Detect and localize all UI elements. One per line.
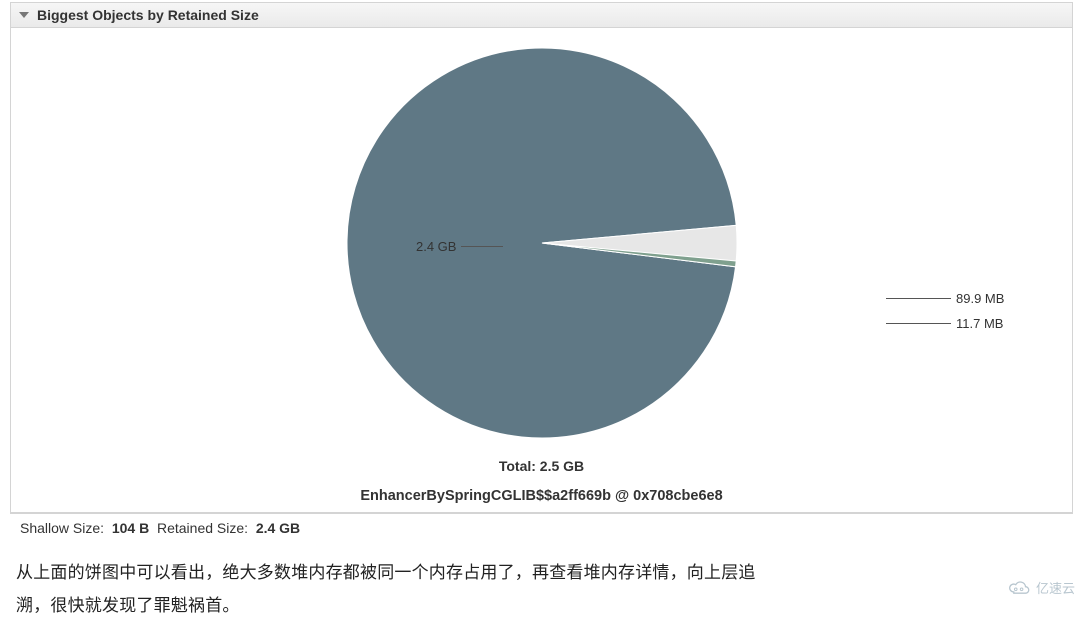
slice-label-89mb: 89.9 MB [956,291,1004,306]
sizes-row: Shallow Size: 104 B Retained Size: 2.4 G… [10,513,1073,542]
shallow-size-label: Shallow Size: [20,520,104,536]
watermark: 亿速云 [1006,578,1075,597]
watermark-text: 亿速云 [1036,578,1075,597]
slice-label-11mb: 11.7 MB [956,316,1003,331]
retained-size-value: 2.4 GB [256,520,300,536]
chart-footer: Total: 2.5 GB EnhancerBySpringCGLIB$$a2f… [11,458,1072,504]
object-name: EnhancerBySpringCGLIB$$a2ff669b @ 0x708c… [11,488,1072,504]
pie-chart: 2.4 GB 89.9 MB 11.7 MB [11,28,1072,458]
total-label: Total: 2.5 GB [11,458,1072,474]
caption-line-1: 从上面的饼图中可以看出，绝大多数堆内存都被同一个内存占用了，再查看堆内存详情，向… [16,563,756,582]
collapse-toggle-icon[interactable] [19,12,29,18]
leader-line-11mb [886,323,951,324]
panel-header[interactable]: Biggest Objects by Retained Size [11,3,1072,28]
retained-size-panel: Biggest Objects by Retained Size 2.4 GB … [10,2,1073,513]
caption-line-2: 溯，很快就发现了罪魁祸首。 [16,596,240,615]
slice-label-main: 2.4 GB [416,239,456,254]
caption-text: 从上面的饼图中可以看出，绝大多数堆内存都被同一个内存占用了，再查看堆内存详情，向… [0,542,1083,622]
leader-line-89mb [886,298,951,299]
shallow-size-value: 104 B [112,520,149,536]
pie-svg [342,43,742,443]
leader-line-main [461,246,503,247]
cloud-icon [1006,579,1032,597]
retained-size-label: Retained Size: [157,520,248,536]
panel-title: Biggest Objects by Retained Size [37,7,259,23]
